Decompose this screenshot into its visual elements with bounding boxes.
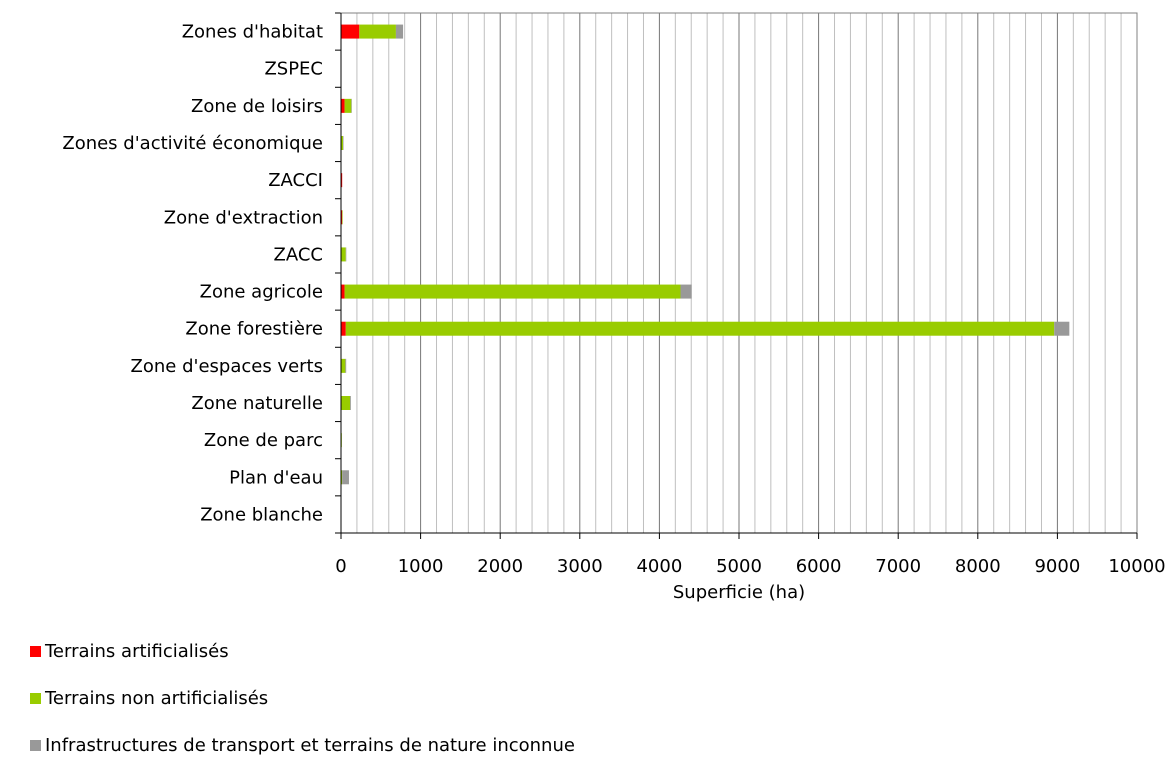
category-label: Zone naturelle bbox=[191, 393, 323, 414]
bar-segment bbox=[345, 358, 347, 373]
x-tick-label: 2000 bbox=[477, 556, 523, 577]
bar-segment bbox=[395, 24, 404, 39]
x-tick-label: 8000 bbox=[955, 556, 1001, 577]
category-label: ZACCI bbox=[268, 170, 323, 191]
labels: Zones d'habitat ZSPEC Zone de loisirs Zones… bbox=[62, 22, 1165, 577]
bar-segment bbox=[341, 98, 345, 113]
legend-item-non-artificial: Terrains non artificialisés bbox=[30, 687, 575, 709]
legend-swatch-artificial bbox=[30, 645, 41, 657]
x-tick-label: 0 bbox=[335, 556, 346, 577]
bar-segment bbox=[345, 247, 347, 262]
axes bbox=[335, 12, 1138, 539]
category-label: Zone d'extraction bbox=[164, 207, 323, 228]
bar-segment bbox=[342, 470, 349, 485]
x-tick-label: 3000 bbox=[557, 556, 603, 577]
bar-segment bbox=[341, 470, 343, 485]
bar-segment bbox=[341, 24, 360, 39]
bar-segment bbox=[341, 210, 343, 225]
bar-segment bbox=[341, 358, 346, 373]
bar-segment bbox=[344, 284, 681, 299]
legend-item-artificial: Terrains artificialisés bbox=[30, 640, 575, 662]
bar-segment bbox=[350, 396, 351, 410]
bar-segment bbox=[341, 396, 351, 410]
category-label: Zone agricole bbox=[200, 282, 323, 303]
x-tick-label: 9000 bbox=[1034, 556, 1080, 577]
bar-segment bbox=[342, 136, 344, 150]
category-label: Zone de loisirs bbox=[191, 96, 323, 117]
legend-label-infrastructure: Infrastructures de transport et terrains… bbox=[45, 734, 575, 756]
category-label: Zone blanche bbox=[200, 504, 323, 525]
bar-segment bbox=[341, 321, 346, 336]
x-tick-label: 4000 bbox=[636, 556, 682, 577]
x-axis-title: Superficie (ha) bbox=[673, 582, 805, 603]
legend: Terrains artificialisés Terrains non art… bbox=[30, 640, 575, 781]
x-tick-label: 10000 bbox=[1108, 556, 1165, 577]
chart: Zones d'habitat ZSPEC Zone de loisirs Zones… bbox=[62, 12, 1166, 603]
legend-item-infrastructure: Infrastructures de transport et terrains… bbox=[30, 734, 575, 756]
legend-label-non-artificial: Terrains non artificialisés bbox=[45, 687, 269, 709]
bar-segment bbox=[341, 173, 343, 188]
legend-label-artificial: Terrains artificialisés bbox=[45, 640, 229, 662]
bar-segment bbox=[1054, 321, 1070, 336]
legend-swatch-infrastructure bbox=[30, 739, 41, 751]
x-tick-label: 6000 bbox=[796, 556, 842, 577]
bar-segment bbox=[341, 136, 343, 150]
x-tick-label: 5000 bbox=[716, 556, 762, 577]
bar-segment bbox=[344, 98, 352, 113]
category-label: Plan d'eau bbox=[229, 467, 323, 488]
bar-segment bbox=[345, 321, 1055, 336]
category-label: Zones d'activité économique bbox=[62, 133, 323, 154]
category-label: ZSPEC bbox=[264, 59, 323, 80]
bar-segment bbox=[341, 247, 346, 262]
x-tick-label: 1000 bbox=[398, 556, 444, 577]
bars bbox=[341, 24, 1070, 485]
bar-segment bbox=[351, 98, 352, 113]
category-label: Zones d'habitat bbox=[182, 22, 323, 43]
bar-segment bbox=[342, 210, 343, 225]
grid bbox=[356, 13, 1122, 533]
bar-segment bbox=[680, 284, 692, 299]
bar-segment bbox=[359, 24, 396, 39]
category-label: Zone d'espaces verts bbox=[131, 356, 323, 377]
category-label: Zone de parc bbox=[204, 430, 323, 451]
legend-swatch-non-artificial bbox=[30, 692, 41, 704]
x-tick-label: 7000 bbox=[875, 556, 921, 577]
category-label: ZACC bbox=[274, 244, 323, 265]
category-label: Zone forestière bbox=[185, 319, 323, 340]
bar-segment bbox=[341, 284, 345, 299]
